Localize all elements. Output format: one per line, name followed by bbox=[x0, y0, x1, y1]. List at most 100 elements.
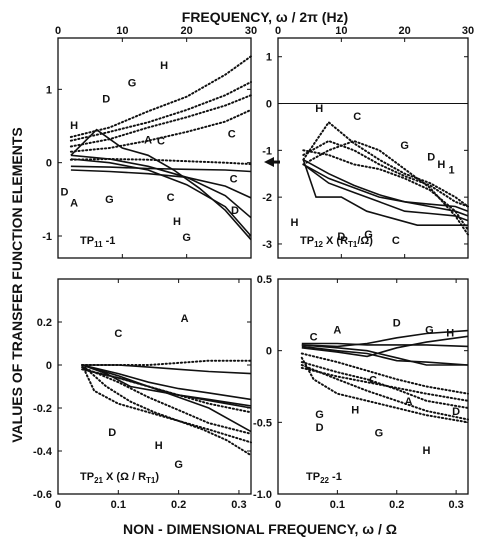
series-annotation: G bbox=[174, 459, 183, 471]
bottom-axis-label: NON - DIMENSIONAL FREQUENCY, ω / Ω bbox=[123, 521, 397, 537]
series-h-solid bbox=[81, 368, 252, 407]
series-annotation: D bbox=[316, 422, 324, 434]
series-h-solid bbox=[301, 329, 469, 348]
series-annotation: D bbox=[60, 187, 68, 199]
series-annotation: 1 bbox=[448, 165, 454, 177]
series-g-solid bbox=[70, 158, 252, 237]
y-tick-label: -0.6 bbox=[33, 489, 52, 501]
x-tick-label: 0.3 bbox=[448, 499, 463, 511]
series-annotation: D bbox=[452, 406, 460, 418]
series-g-solid bbox=[301, 335, 469, 358]
y-tick-label: -0.4 bbox=[33, 446, 53, 458]
top-axis-label: FREQUENCY, ω / 2π (Hz) bbox=[182, 9, 348, 25]
series-annotation: H bbox=[290, 217, 298, 229]
series-g-solid bbox=[302, 163, 469, 222]
series-annotation: G bbox=[425, 324, 434, 336]
x-tick-label: 0 bbox=[55, 25, 61, 37]
series-a-solid bbox=[301, 342, 469, 348]
arrow-icon bbox=[264, 157, 274, 168]
series-annotation: C bbox=[392, 235, 400, 247]
series-annotation: C bbox=[369, 375, 377, 387]
series-c-solid bbox=[81, 364, 252, 401]
panel-frame bbox=[57, 278, 252, 495]
series-annotation: A bbox=[405, 396, 413, 408]
series-annotation: H bbox=[351, 405, 359, 417]
series-h-dotted bbox=[300, 361, 469, 409]
series-c-solid bbox=[302, 158, 469, 217]
series-h-solid bbox=[70, 128, 252, 241]
series-annotation: A bbox=[181, 313, 189, 325]
series-annotation: H bbox=[315, 103, 323, 115]
panel-frame bbox=[57, 37, 252, 259]
series-g-dotted bbox=[300, 364, 469, 421]
y-tick-label: 0 bbox=[46, 360, 52, 372]
series-c-dotted bbox=[302, 139, 469, 208]
series-annotation: D bbox=[337, 231, 345, 243]
series-annotation: D bbox=[102, 94, 110, 106]
y-tick-label: -3 bbox=[262, 239, 272, 251]
y-tick-label: -1.0 bbox=[253, 489, 272, 501]
series-annotation: C bbox=[353, 111, 361, 123]
series-annotation: G bbox=[182, 232, 191, 244]
series-c-solid bbox=[301, 344, 468, 366]
series-annotation: A bbox=[70, 198, 78, 210]
series-annotation: C bbox=[157, 135, 165, 147]
y-tick-label: -1 bbox=[42, 231, 52, 243]
series-annotation: G bbox=[315, 409, 324, 421]
x-tick-label: 10 bbox=[116, 25, 128, 37]
series-c-dotted bbox=[300, 352, 469, 395]
x-tick-label: 0 bbox=[55, 499, 61, 511]
x-tick-label: 30 bbox=[462, 25, 474, 37]
panel-frame bbox=[277, 37, 469, 259]
series-c-dotted bbox=[69, 108, 252, 153]
panel-title: TP11 -1 bbox=[80, 235, 115, 249]
series-annotation: C bbox=[114, 328, 122, 340]
x-tick-label: 20 bbox=[399, 25, 411, 37]
series-h-dotted bbox=[302, 139, 469, 236]
series-annotation: D bbox=[427, 152, 435, 164]
series-annotation: H bbox=[70, 120, 78, 132]
series-d-solid bbox=[301, 345, 469, 366]
series-g-solid bbox=[81, 364, 252, 433]
series-annotation: H bbox=[422, 445, 430, 457]
series-annotation: H bbox=[173, 216, 181, 228]
series-annotation: A bbox=[144, 135, 152, 147]
series-g-dotted bbox=[302, 149, 469, 231]
series-annotation: C bbox=[167, 192, 175, 204]
series-h-dotted bbox=[69, 55, 252, 138]
series-d-dotted bbox=[300, 356, 469, 424]
series-a-dotted bbox=[300, 366, 469, 402]
series-annotation: D bbox=[393, 317, 401, 329]
series-annotation: C bbox=[310, 332, 318, 344]
series-a-solid bbox=[70, 165, 252, 173]
left-axis-label: VALUES OF TRANSFER FUNCTION ELEMENTS bbox=[9, 127, 25, 443]
series-annotation: G bbox=[364, 229, 373, 241]
series-annotation: D bbox=[108, 427, 116, 439]
panel-title: TP12 X (RT1/Ω) bbox=[300, 235, 373, 249]
panel-title: TP22 -1 bbox=[306, 471, 342, 485]
panel-title: TP21 X (Ω / RT1) bbox=[80, 471, 159, 485]
y-tick-label: 0 bbox=[46, 158, 52, 170]
y-tick-label: 0 bbox=[266, 346, 272, 358]
x-tick-label: 0.2 bbox=[389, 499, 404, 511]
y-tick-label: -2 bbox=[262, 192, 272, 204]
x-tick-label: 0.1 bbox=[111, 499, 126, 511]
series-d-solid bbox=[302, 163, 469, 212]
y-tick-label: 0.2 bbox=[37, 317, 52, 329]
series-annotation: H bbox=[160, 60, 168, 72]
series-annotation: G bbox=[400, 140, 409, 152]
series-h-solid bbox=[302, 159, 468, 226]
series-h-dotted bbox=[81, 366, 252, 435]
series-annotation: C bbox=[228, 129, 236, 141]
series-annotation: H bbox=[155, 440, 163, 452]
series-annotation: G bbox=[375, 428, 384, 440]
x-tick-label: 20 bbox=[181, 25, 193, 37]
series-g-dotted bbox=[81, 364, 252, 457]
y-tick-label: 0 bbox=[266, 99, 272, 111]
series-annotation: D bbox=[231, 205, 239, 217]
y-tick-label: -1 bbox=[262, 145, 272, 157]
x-tick-label: 30 bbox=[245, 25, 257, 37]
